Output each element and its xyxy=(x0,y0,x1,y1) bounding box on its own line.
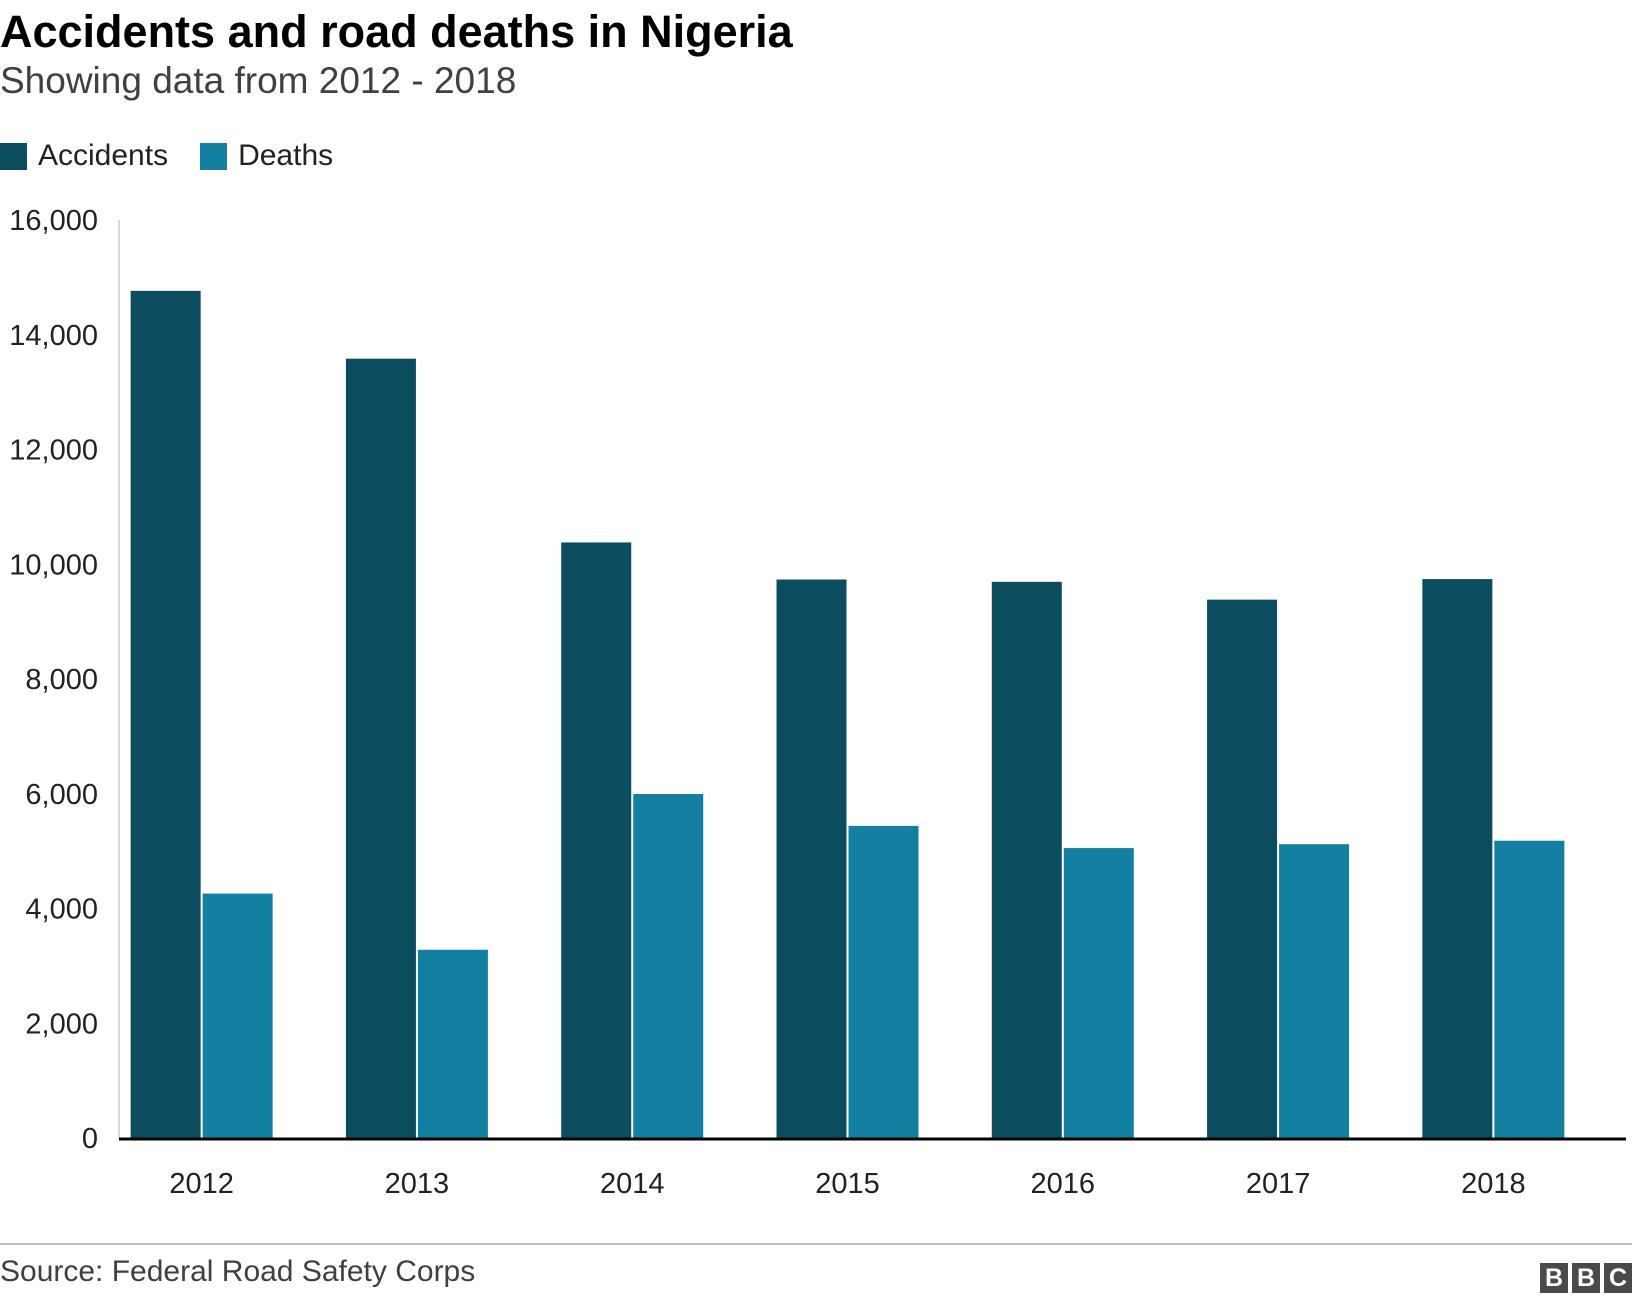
bar-deaths-2014 xyxy=(633,793,704,1138)
bar-deaths-2016 xyxy=(1063,848,1134,1138)
y-tick-label: 2,000 xyxy=(25,1008,98,1040)
legend-swatch-deaths xyxy=(200,142,228,170)
bar-accidents-2016 xyxy=(991,581,1062,1138)
x-tick-label: 2016 xyxy=(1031,1168,1096,1200)
x-tick-label: 2015 xyxy=(815,1168,880,1200)
legend-item-deaths: Deaths xyxy=(200,139,333,173)
bar-chart: 0 2,000 4,000 6,000 8,000 10,000 12,000 14,000 1… xyxy=(9,205,1626,1200)
logo-letter-b2: B xyxy=(1572,1263,1600,1293)
bar-accidents-2014 xyxy=(561,542,632,1138)
x-tick-label: 2018 xyxy=(1461,1168,1526,1200)
bar-accidents-2013 xyxy=(345,358,416,1138)
x-tick-label: 2012 xyxy=(169,1168,234,1200)
bar-deaths-2015 xyxy=(848,825,919,1138)
footer-divider xyxy=(0,1243,1632,1245)
logo-letter-c: C xyxy=(1604,1263,1632,1293)
bar-deaths-2012 xyxy=(202,893,273,1138)
logo-letter-b1: B xyxy=(1540,1263,1568,1293)
bar-accidents-2018 xyxy=(1422,579,1493,1138)
bar-accidents-2015 xyxy=(776,579,847,1138)
source-note: Source: Federal Road Safety Corps xyxy=(0,1255,476,1288)
y-tick-label: 4,000 xyxy=(25,894,98,926)
bar-deaths-2017 xyxy=(1279,844,1350,1138)
legend-swatch-accidents xyxy=(0,142,27,170)
x-tick-label: 2014 xyxy=(600,1168,665,1200)
y-tick-label: 14,000 xyxy=(9,320,98,352)
y-tick-label: 16,000 xyxy=(9,205,98,237)
bbc-logo: B B C xyxy=(1536,1263,1632,1293)
y-tick-label: 8,000 xyxy=(25,664,98,696)
bar-accidents-2017 xyxy=(1207,599,1278,1138)
y-tick-label: 6,000 xyxy=(25,779,98,811)
chart-subtitle: Showing data from 2012 - 2018 xyxy=(0,60,517,101)
legend-label-deaths: Deaths xyxy=(238,139,334,172)
y-tick-label: 10,000 xyxy=(9,549,98,581)
bar-deaths-2018 xyxy=(1494,840,1565,1138)
y-tick-label: 12,000 xyxy=(9,435,98,467)
chart-title: Accidents and road deaths in Nigeria xyxy=(0,6,793,57)
y-tick-label: 0 xyxy=(82,1123,98,1155)
legend-item-accidents: Accidents xyxy=(0,139,168,173)
x-tick-label: 2017 xyxy=(1246,1168,1311,1200)
x-tick-label: 2013 xyxy=(385,1168,450,1200)
legend: Accidents Deaths xyxy=(0,136,365,176)
bar-deaths-2013 xyxy=(417,949,488,1138)
legend-label-accidents: Accidents xyxy=(38,139,169,172)
bar-accidents-2012 xyxy=(130,290,201,1138)
